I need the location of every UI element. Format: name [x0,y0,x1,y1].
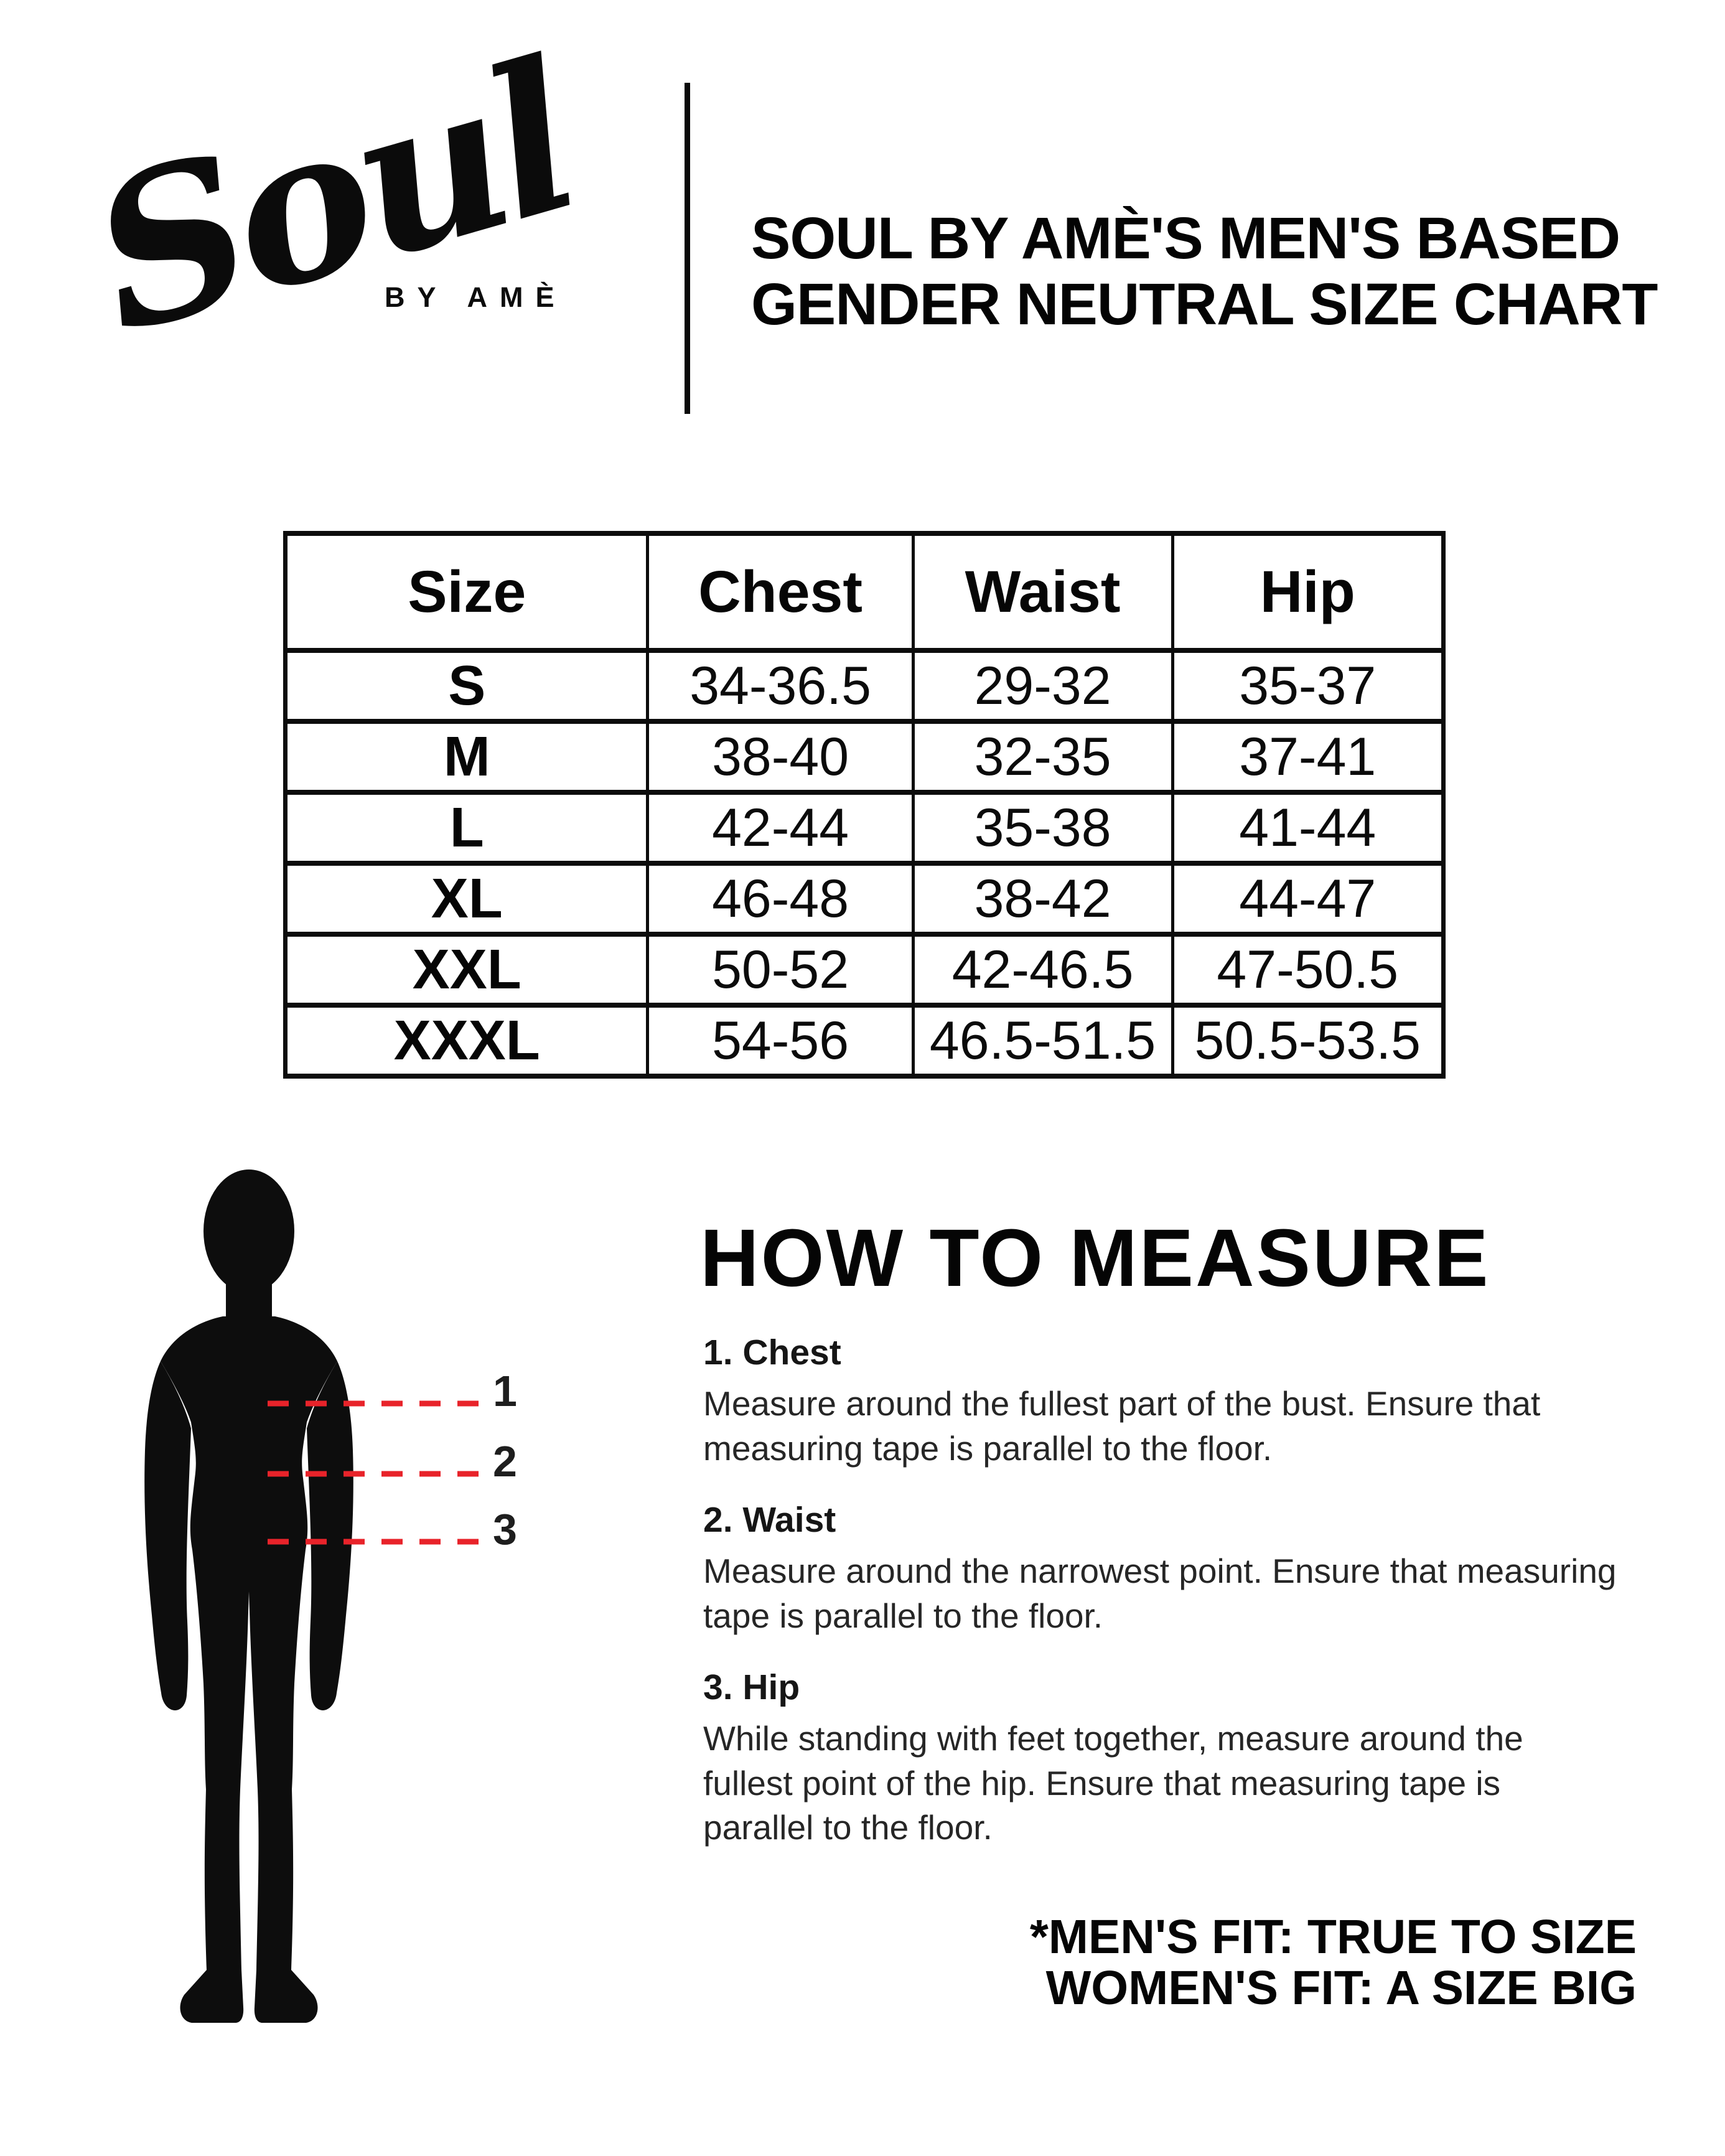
measurement-cell: 29-32 [911,648,1174,724]
measure-step-text-line: parallel to the floor. [703,1808,993,1847]
silhouette-torso-legs [161,1316,337,2023]
measure-step-text-line: Measure around the narrowest point. Ensu… [703,1552,1617,1590]
brand-logo-subtext: BY AMÈ [385,281,567,313]
column-header-size: Size [283,531,650,653]
measurement-cell: 35-38 [911,790,1174,866]
page-title-line-1: SOUL BY AMÈ'S MEN'S BASED [751,205,1620,271]
column-header-waist: Waist [911,531,1174,653]
measure-step-text-line: measuring tape is parallel to the floor. [703,1428,1273,1468]
table-row: L 42-44 35-38 41-44 [283,790,1445,866]
table-header-row: Size Chest Waist Hip [283,531,1445,653]
measure-step-title: 2. Waist [703,1500,836,1540]
measure-step-title: 3. Hip [703,1667,800,1707]
silhouette-left-arm [144,1361,191,1710]
measure-step: 3. Hip While standing with feet together,… [703,1667,1699,1850]
size-cell: XXL [283,932,650,1008]
measurement-cell: 42-44 [646,790,915,866]
measure-step-text-line: tape is parallel to the floor. [703,1596,1103,1635]
table-row: XL 46-48 38-42 44-47 [283,861,1445,937]
measurement-cell: 41-44 [1171,790,1445,866]
measure-step: 2. Waist Measure around the narrowest poi… [703,1499,1699,1638]
size-cell: XL [283,861,650,937]
silhouette-neck [226,1278,272,1323]
measurement-cell: 35-37 [1171,648,1445,724]
how-to-measure-heading: HOW TO MEASURE [700,1212,1490,1303]
header-divider-line [685,83,690,414]
page-title-line-2: GENDER NEUTRAL SIZE CHART [751,271,1658,338]
measurement-cell: 38-40 [646,719,915,795]
measurement-cell: 32-35 [911,719,1174,795]
measure-diagram: 1 2 3 [144,1169,517,2023]
measurement-cell: 46-48 [646,861,915,937]
measurement-cell: 46.5-51.5 [911,1003,1174,1079]
how-to-measure-steps: 1. Chest Measure around the fullest part … [703,1332,1699,1879]
measure-step: 1. Chest Measure around the fullest part … [703,1332,1699,1471]
column-header-chest: Chest [646,531,915,653]
fit-note-line-1: *MEN'S FIT: TRUE TO SIZE [1029,1910,1637,1964]
size-chart-section: Size Chest Waist Hip S 34-36.5 29-32 35-37 M 38-… [283,531,1446,1079]
silhouette-right-arm [307,1361,353,1710]
table-row: XXL 50-52 42-46.5 47-50.5 [283,932,1445,1008]
body-silhouette [144,1169,353,2023]
size-cell: L [283,790,650,866]
brand-logo: Soul BY AMÈ [68,16,691,517]
table-body: S 34-36.5 29-32 35-37 M 38-40 32-35 37-41 L 42-44… [283,648,1445,1079]
measurement-cell: 37-41 [1171,719,1445,795]
silhouette-head [203,1169,294,1293]
measurement-cell: 47-50.5 [1171,932,1445,1008]
size-cell: M [283,719,650,795]
waist-line-label: 2 [493,1437,517,1486]
measurement-cell: 54-56 [646,1003,915,1079]
measurement-cell: 44-47 [1171,861,1445,937]
size-cell: XXXL [283,1003,650,1079]
measure-step-text-line: Measure around the fullest part of the b… [703,1384,1541,1423]
measurement-cell: 50-52 [646,932,915,1008]
fit-note-line-2: WOMEN'S FIT: A SIZE BIG [1045,1961,1637,2015]
page-title: SOUL BY AMÈ'S MEN'S BASED GENDER NEUTRAL… [751,205,1658,338]
measure-step-title: 1. Chest [703,1333,841,1372]
size-chart-table: Size Chest Waist Hip S 34-36.5 29-32 35-37 M 38-… [283,531,1446,1079]
measure-step-text-line: fullest point of the hip. Ensure that me… [703,1763,1501,1802]
hip-line-label: 3 [493,1505,517,1554]
table-row: S 34-36.5 29-32 35-37 [283,648,1445,724]
chest-line-label: 1 [493,1367,517,1415]
measurement-cell: 38-42 [911,861,1174,937]
measurement-cell: 34-36.5 [646,648,915,724]
size-cell: S [283,648,650,724]
table-row: M 38-40 32-35 37-41 [283,719,1445,795]
column-header-hip: Hip [1171,531,1445,653]
fit-note: *MEN'S FIT: TRUE TO SIZE WOMEN'S FIT: A … [1029,1910,1637,2015]
table-row: XXXL 54-56 46.5-51.5 50.5-53.5 [283,1003,1445,1079]
measurement-cell: 50.5-53.5 [1171,1003,1445,1079]
measurement-cell: 42-46.5 [911,932,1174,1008]
measure-step-text-line: While standing with feet together, measu… [703,1719,1523,1758]
